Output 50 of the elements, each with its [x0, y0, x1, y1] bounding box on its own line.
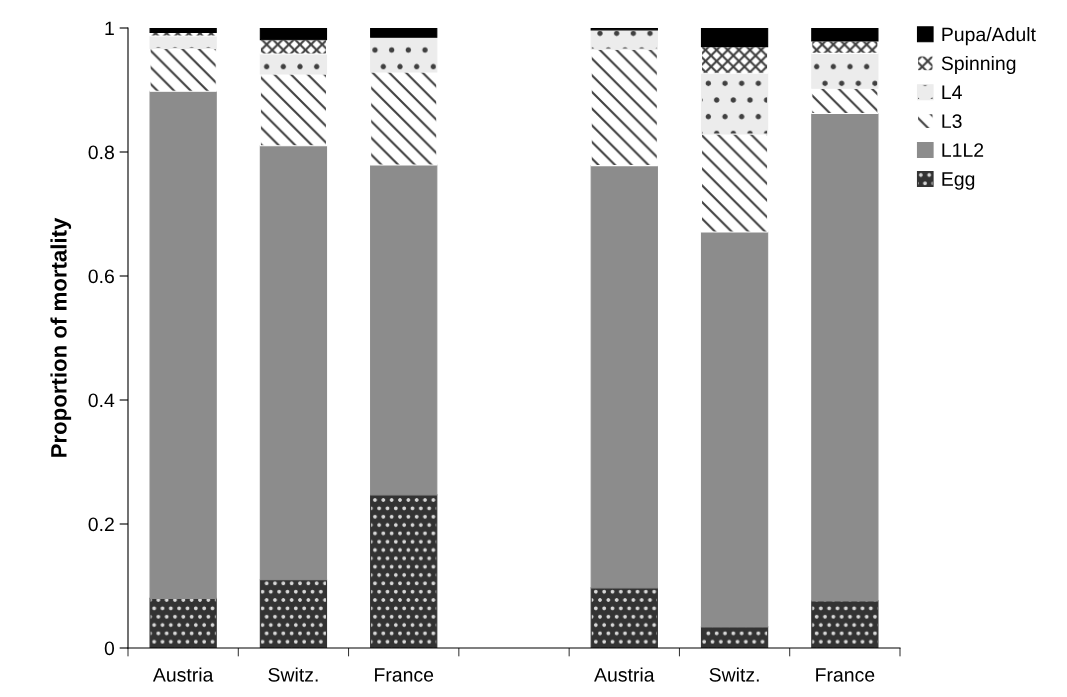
bar — [149, 597, 217, 648]
x-tick-label: Switz. — [268, 667, 318, 682]
legend-label: L1L2 — [942, 143, 984, 157]
bar — [149, 90, 217, 599]
bar — [811, 28, 879, 42]
bar — [259, 39, 328, 55]
bar — [700, 231, 769, 628]
bar — [370, 164, 438, 496]
bar — [590, 48, 658, 167]
bar — [370, 494, 438, 648]
y-tick-label: 0.8 — [88, 145, 114, 160]
bar — [149, 47, 217, 92]
bar — [149, 35, 217, 50]
bar — [590, 587, 658, 648]
x-tick-label: Switz. — [709, 667, 759, 682]
bar — [259, 53, 328, 75]
bar — [811, 600, 879, 648]
bar — [811, 52, 879, 89]
bar — [590, 29, 658, 50]
y-tick-label: 0.2 — [88, 517, 114, 532]
x-tick-label: Austria — [152, 667, 214, 682]
legend-label: Pupa/Adult — [942, 27, 1036, 46]
bar — [811, 87, 879, 115]
legend-label: Egg — [942, 172, 975, 190]
bar — [370, 36, 438, 73]
legend-label: Spinning — [941, 55, 1016, 75]
y-tick-label: 0 — [104, 641, 115, 656]
bar — [700, 72, 769, 135]
bar — [259, 28, 328, 41]
x-tick-label: Austria — [594, 667, 655, 682]
bar — [149, 28, 217, 33]
x-tick-label: France — [375, 668, 434, 682]
bar — [259, 73, 328, 147]
y-axis-title: Proportion of mortality — [50, 217, 72, 457]
bar — [259, 579, 328, 648]
bar — [370, 71, 438, 166]
y-tick-label: 0.4 — [88, 393, 115, 408]
bar — [700, 28, 769, 48]
y-tick-label: 0.6 — [88, 269, 114, 284]
y-tick-label: 1 — [105, 21, 114, 36]
legend-label: L3 — [942, 114, 962, 129]
bar — [811, 113, 879, 602]
bar — [370, 28, 438, 38]
x-tick-label: France — [816, 668, 875, 682]
bar — [700, 133, 769, 233]
bar — [811, 40, 879, 54]
bar — [259, 145, 328, 581]
bar — [700, 46, 769, 74]
legend-label: L4 — [942, 85, 962, 99]
bar — [590, 165, 658, 589]
